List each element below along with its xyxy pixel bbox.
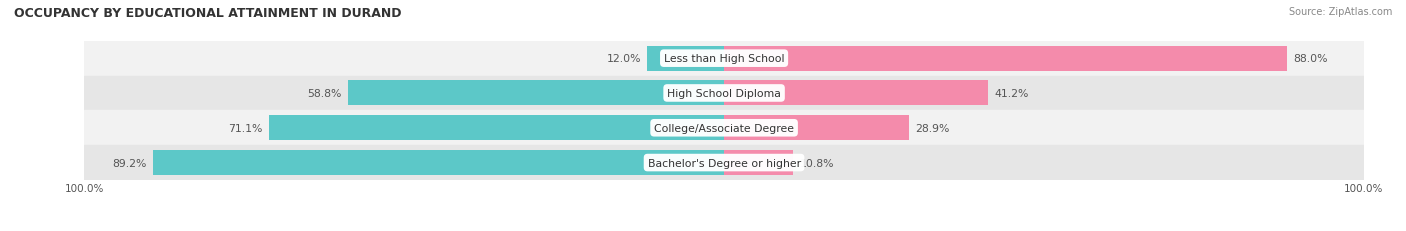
Text: 12.0%: 12.0% [606, 54, 641, 64]
Bar [347, 81, 724, 106]
Text: 89.2%: 89.2% [112, 158, 148, 168]
Bar [153, 150, 724, 175]
Bar [84, 146, 1364, 180]
Bar [269, 116, 724, 141]
Text: 58.8%: 58.8% [307, 88, 342, 99]
Bar [84, 111, 1364, 146]
Bar [724, 116, 908, 141]
Text: High School Diploma: High School Diploma [668, 88, 780, 99]
Legend: Owner-occupied, Renter-occupied: Owner-occupied, Renter-occupied [613, 228, 835, 231]
Text: 41.2%: 41.2% [994, 88, 1028, 99]
Text: 28.9%: 28.9% [915, 123, 949, 133]
Text: 71.1%: 71.1% [228, 123, 263, 133]
Bar [724, 150, 793, 175]
Bar [724, 46, 1286, 71]
Text: 88.0%: 88.0% [1294, 54, 1327, 64]
Bar [724, 81, 987, 106]
Text: Less than High School: Less than High School [664, 54, 785, 64]
Text: Bachelor's Degree or higher: Bachelor's Degree or higher [648, 158, 800, 168]
Bar [84, 42, 1364, 76]
Text: Source: ZipAtlas.com: Source: ZipAtlas.com [1288, 7, 1392, 17]
Text: 10.8%: 10.8% [800, 158, 834, 168]
Text: College/Associate Degree: College/Associate Degree [654, 123, 794, 133]
Bar [647, 46, 724, 71]
Bar [84, 76, 1364, 111]
Text: OCCUPANCY BY EDUCATIONAL ATTAINMENT IN DURAND: OCCUPANCY BY EDUCATIONAL ATTAINMENT IN D… [14, 7, 402, 20]
